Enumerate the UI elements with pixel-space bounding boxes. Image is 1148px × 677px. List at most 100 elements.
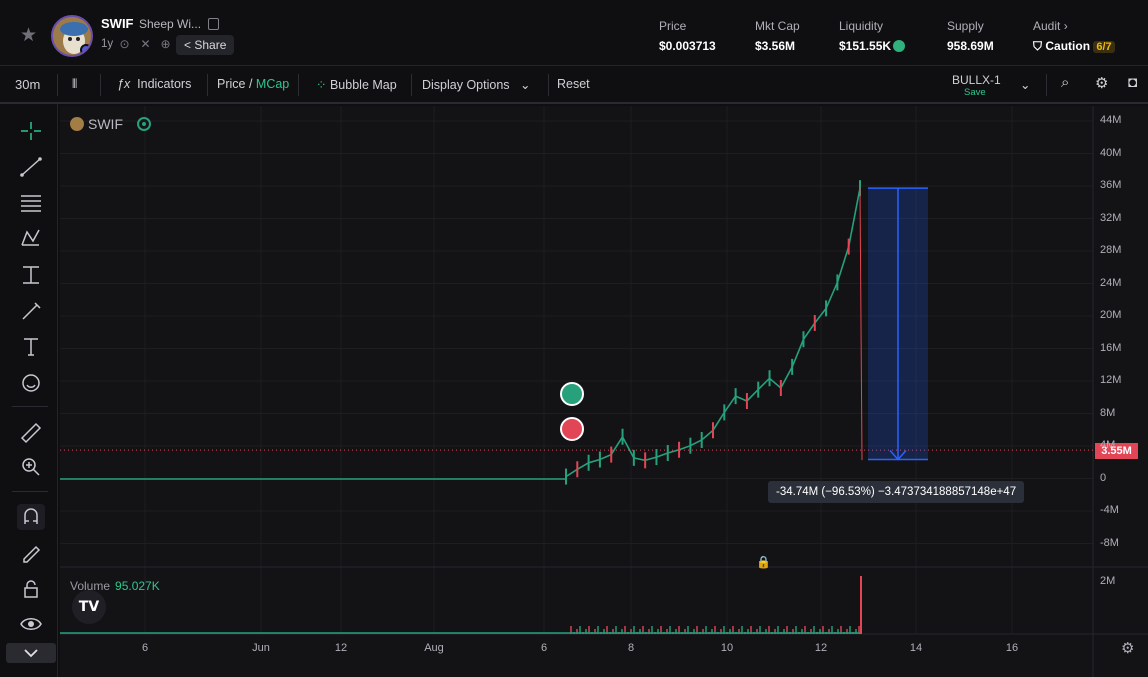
- price-chart[interactable]: SWIF -34.74M (−96.53%) −3.47373418885714…: [60, 106, 1148, 677]
- chart-canvas[interactable]: [60, 106, 1148, 677]
- audit-label-wrap: Audit ›: [1033, 19, 1115, 33]
- star-icon[interactable]: ★: [20, 25, 38, 46]
- crosshair-icon[interactable]: [17, 118, 45, 144]
- collapse-tools-button[interactable]: [6, 643, 56, 663]
- audit-panel[interactable]: Audit › ⛉ Caution 6/7: [1033, 19, 1115, 54]
- audit-label: Audit: [1033, 19, 1061, 33]
- measure-tooltip: -34.74M (−96.53%) −3.473734188857148e+47: [768, 481, 1025, 503]
- zoom-in-icon[interactable]: [17, 454, 45, 480]
- text-tool-icon[interactable]: [17, 334, 45, 360]
- volume-bar: [702, 629, 704, 634]
- chart-settings-gear-icon[interactable]: ⚙: [1121, 640, 1135, 657]
- unlock-icon[interactable]: [17, 576, 45, 602]
- volume-bar: [615, 626, 617, 634]
- verified-badge-icon: [80, 44, 91, 55]
- stat-value-wrap: $151.55K: [839, 39, 906, 53]
- toolbar-divider: [411, 74, 412, 96]
- ruler-icon[interactable]: [17, 419, 45, 445]
- zoom-search-icon[interactable]: ⌕: [1061, 74, 1070, 91]
- audit-score-badge: 6/7: [1093, 41, 1115, 53]
- copy-icon[interactable]: [208, 18, 219, 30]
- volume-bar: [860, 576, 862, 634]
- coin-icon: [70, 117, 84, 131]
- chart-legend: SWIF: [70, 116, 151, 132]
- emoji-icon[interactable]: [17, 370, 45, 396]
- toolbar-divider: [1046, 74, 1047, 96]
- settings-circle-icon[interactable]: ⊙: [119, 37, 130, 51]
- volume-bar: [813, 626, 815, 634]
- last-candle-wick: [859, 188, 863, 461]
- trend-line-icon[interactable]: [17, 154, 45, 180]
- x-tick-label: 10: [720, 642, 734, 654]
- volume-bar: [720, 629, 722, 634]
- x-tick-label: 6: [141, 642, 149, 654]
- reset-button[interactable]: Reset: [557, 77, 590, 91]
- volume-bar: [756, 629, 758, 634]
- toolbar-divider: [207, 74, 208, 96]
- volume-bar: [666, 629, 668, 634]
- lock-drawings-pencil-icon[interactable]: [17, 540, 45, 566]
- layout-name[interactable]: BULLX-1: [952, 73, 1001, 87]
- token-name: Sheep Wi...: [139, 17, 202, 31]
- volume-bar: [822, 626, 824, 634]
- volume-bar: [570, 626, 572, 634]
- dev-sell-marker-icon[interactable]: [560, 417, 584, 441]
- settings-gear-icon[interactable]: ⚙: [1095, 75, 1109, 92]
- volume-bar: [783, 629, 785, 634]
- interval-button[interactable]: 30m: [15, 77, 41, 92]
- volume-bar: [597, 626, 599, 634]
- y-tick-label: 44M: [1100, 114, 1122, 126]
- x-tick-label: 14: [909, 642, 923, 654]
- volume-bar: [714, 626, 716, 634]
- chevron-right-icon: ›: [1063, 19, 1068, 33]
- volume-bar: [594, 629, 596, 634]
- layout-chevron-down-icon[interactable]: ⌄: [1020, 78, 1031, 92]
- brush-icon[interactable]: [17, 298, 45, 324]
- volume-bar: [723, 626, 725, 634]
- volume-bar: [660, 626, 662, 634]
- volume-bar: [603, 629, 605, 634]
- x-twitter-icon[interactable]: ✕: [140, 37, 151, 51]
- share-button[interactable]: < Share: [176, 35, 235, 55]
- display-options-dropdown[interactable]: Display Options ⌄: [422, 77, 530, 92]
- x-tick-label: 12: [814, 642, 828, 654]
- toolbar-divider: [548, 74, 549, 96]
- toolbar-divider: [57, 74, 58, 96]
- globe-icon[interactable]: ⊕: [160, 37, 171, 51]
- volume-bar: [633, 626, 635, 634]
- price-toggle-label: Price: [217, 77, 246, 91]
- chart-toolbar: 30m ⫴ ƒx Indicators Price / MCap ⁘ Bubbl…: [0, 66, 1148, 104]
- liquidity-lock-icon: [893, 40, 906, 52]
- bubble-map-label: Bubble Map: [329, 78, 397, 92]
- stat-price: Price $0.003713: [659, 19, 716, 53]
- last-price-tag: 3.55M: [1095, 443, 1138, 459]
- volume-bar: [639, 629, 641, 634]
- volume-bar: [858, 626, 860, 634]
- volume-bar: [678, 626, 680, 634]
- layout-save-status[interactable]: Save: [964, 87, 986, 98]
- magnet-icon[interactable]: [17, 504, 45, 530]
- candle-type-icon[interactable]: ⫴: [72, 77, 78, 91]
- volume-bar: [651, 626, 653, 634]
- eye-icon[interactable]: [17, 611, 45, 637]
- y-tick-label: 4M: [1100, 439, 1116, 451]
- tradingview-logo[interactable]: TV: [72, 590, 106, 624]
- stat-supply: Supply 958.69M: [947, 19, 994, 53]
- y-tick-label: 16M: [1100, 341, 1122, 354]
- fib-retracement-icon[interactable]: [17, 190, 45, 216]
- price-mcap-toggle[interactable]: Price / MCap: [217, 77, 290, 91]
- volume-bar: [792, 629, 794, 634]
- dev-buy-marker-icon[interactable]: [560, 382, 584, 406]
- volume-bar: [795, 626, 797, 634]
- volume-bar: [846, 629, 848, 634]
- legend-symbol: SWIF: [88, 116, 123, 132]
- pattern-icon[interactable]: [17, 225, 45, 251]
- measure-projection-icon[interactable]: [17, 262, 45, 288]
- audit-status-text: Caution: [1045, 39, 1091, 53]
- bubble-map-button[interactable]: ⁘ Bubble Map: [316, 77, 397, 92]
- price-series-line: [60, 187, 861, 480]
- indicators-button[interactable]: ƒx Indicators: [117, 77, 191, 91]
- camera-icon[interactable]: ◘: [1128, 74, 1138, 91]
- bubble-map-icon: ⁘: [316, 78, 327, 92]
- chevron-down-icon: ⌄: [519, 78, 531, 92]
